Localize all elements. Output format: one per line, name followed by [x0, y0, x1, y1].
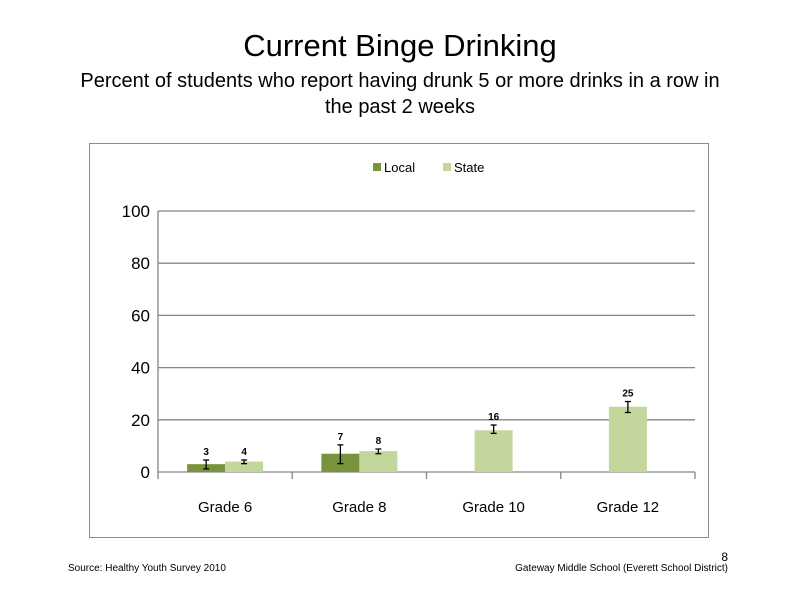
bar-state	[225, 461, 264, 472]
data-label: 3	[203, 447, 209, 458]
slide-subtitle: Percent of students who report having dr…	[80, 70, 720, 118]
y-tick-label: 40	[131, 359, 150, 378]
x-tick-label: Grade 12	[597, 499, 660, 516]
x-tick-label: Grade 10	[462, 499, 525, 516]
bar-state	[359, 451, 398, 472]
legend-swatch-state	[443, 163, 451, 171]
bar-state	[474, 430, 513, 472]
data-label: 4	[241, 447, 247, 458]
y-tick-label: 80	[131, 254, 150, 273]
x-tick-label: Grade 8	[332, 499, 386, 516]
legend-label: State	[454, 160, 484, 175]
slide-number: 8	[721, 550, 728, 564]
legend-swatch-local	[373, 163, 381, 171]
slide-title: Current Binge Drinking	[243, 28, 557, 63]
bar-state	[608, 406, 647, 472]
bar-chart: 0 20 40 60 80 100 Grade 6 Grade 8 Grade 10 Grade …	[122, 160, 696, 516]
x-tick-label: Grade 6	[198, 499, 252, 516]
data-label: 16	[488, 412, 500, 423]
y-tick-label: 100	[122, 202, 150, 221]
school-name: Gateway Middle School (Everett School Di…	[515, 563, 728, 574]
data-label: 7	[338, 432, 344, 443]
chart-frame: 0 20 40 60 80 100 Grade 6 Grade 8 Grade 10 Grade …	[89, 143, 709, 538]
legend-label: Local	[384, 160, 415, 175]
y-tick-label: 0	[141, 463, 150, 482]
y-tick-label: 20	[131, 411, 150, 430]
source-note: Source: Healthy Youth Survey 2010	[68, 563, 226, 574]
data-label: 25	[622, 389, 634, 400]
y-tick-label: 60	[131, 306, 150, 325]
data-label: 8	[376, 436, 382, 447]
